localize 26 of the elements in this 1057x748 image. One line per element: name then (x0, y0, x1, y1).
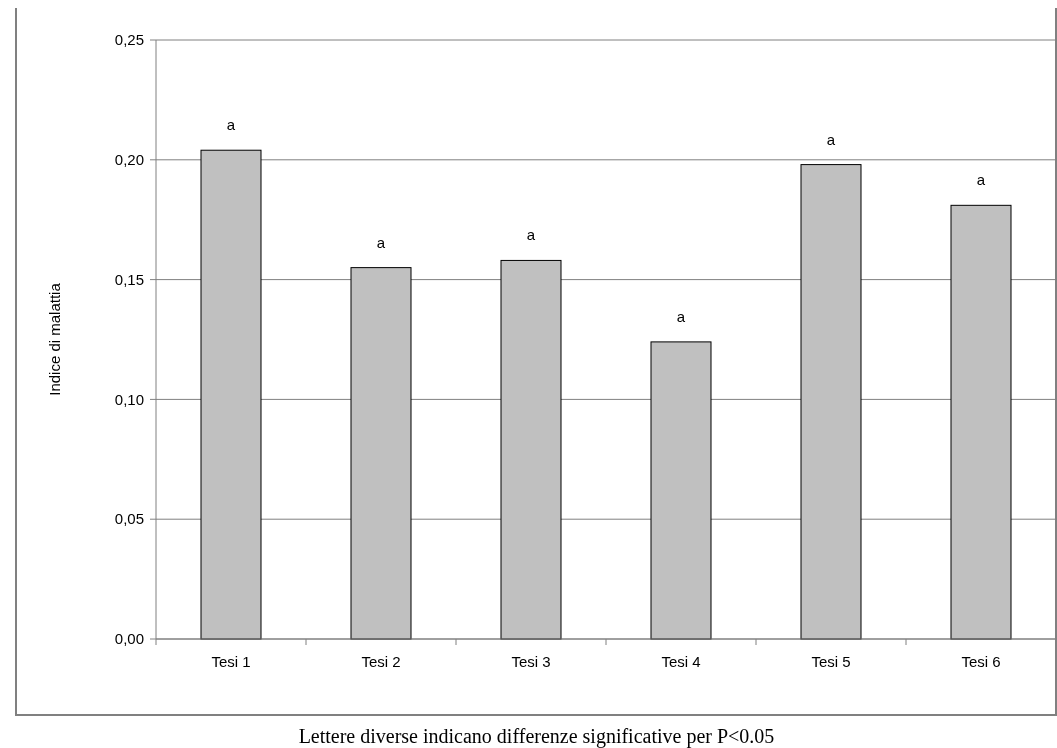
x-tick-label: Tesi 3 (511, 653, 551, 670)
annotation: a (976, 171, 986, 189)
y-tick-label: 0,20 (114, 151, 144, 169)
bar (950, 204, 1012, 640)
y-tick-label: 0,25 (114, 31, 144, 49)
bar (500, 259, 562, 640)
bar (200, 149, 262, 640)
y-tick-label: 0,15 (114, 270, 144, 288)
annotation: a (226, 116, 236, 134)
annotation: a (376, 233, 386, 251)
y-tick-label: 0,10 (114, 390, 144, 408)
bar (350, 267, 412, 640)
x-tick-label: Tesi 5 (811, 653, 851, 670)
x-tick-label: Tesi 1 (211, 653, 251, 670)
x-tick-label: Tesi 4 (661, 653, 701, 670)
bar (800, 164, 862, 640)
bar (650, 341, 712, 640)
annotation: a (676, 307, 686, 325)
x-tick-label: Tesi 6 (961, 653, 1001, 670)
text: Lettere diverse indicano differenze significative per P<0.05 (298, 725, 775, 748)
y-tick-label: 0,00 (114, 630, 144, 648)
x-tick-label: Tesi 2 (361, 653, 401, 670)
y-tick-label: 0,05 (114, 510, 144, 528)
y-axis-title: Indice di malattia (46, 282, 63, 396)
annotation: a (826, 130, 836, 148)
annotation: a (526, 226, 536, 244)
